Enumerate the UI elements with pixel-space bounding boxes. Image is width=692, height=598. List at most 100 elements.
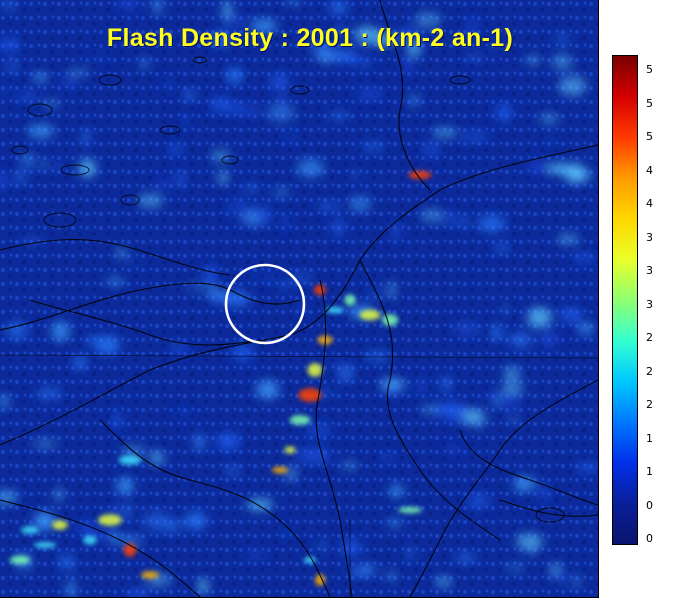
density-blob (468, 16, 478, 36)
density-hotspot (140, 571, 160, 579)
density-blob (183, 89, 196, 101)
density-hotspot (408, 170, 432, 180)
density-hotspot (271, 466, 289, 474)
density-blob (315, 541, 329, 552)
density-blob (461, 131, 489, 142)
density-blob (368, 290, 381, 300)
coastlines (0, 0, 598, 597)
density-blob (546, 163, 573, 174)
density-blob (167, 145, 185, 155)
density-blob (281, 528, 291, 539)
density-blob (21, 153, 34, 167)
density-blob (414, 376, 429, 395)
density-blob (495, 103, 513, 123)
density-blob (359, 563, 377, 575)
density-hotspot (289, 415, 311, 425)
density-blob (227, 104, 246, 114)
density-blob (116, 477, 134, 495)
density-hotspot (52, 520, 68, 530)
density-blob (210, 149, 231, 163)
density-blob (298, 447, 308, 456)
density-hotspot (303, 556, 317, 564)
colorbar-tick-label: 2 (646, 331, 653, 344)
map-title: Flash Density : 2001 : (km-2 an-1) (106, 24, 514, 52)
density-blob (264, 273, 274, 282)
density-blob (382, 452, 392, 463)
density-blob (438, 216, 457, 225)
density-blob (501, 384, 524, 394)
density-blob (39, 160, 48, 170)
density-blob (445, 442, 462, 456)
density-blob (379, 379, 406, 389)
density-blob (552, 567, 570, 586)
density-blob (540, 331, 558, 347)
colorbar-tick-label: 3 (646, 230, 653, 244)
density-blob (389, 483, 404, 499)
density-hotspot (284, 446, 296, 454)
density-blob (0, 37, 20, 52)
density-blob (246, 498, 274, 511)
density-blob (281, 212, 291, 231)
lake-outlines (11, 56, 565, 523)
density-blob (163, 78, 174, 91)
density-hotspot (325, 306, 345, 314)
density-blob (466, 54, 483, 61)
density-blob (342, 462, 358, 469)
density-blob (43, 100, 60, 108)
density-blob (361, 141, 385, 152)
density-blob (492, 325, 502, 341)
density-blob (152, 0, 163, 15)
density-blob (305, 421, 332, 440)
colorbar (612, 55, 638, 545)
density-hotspot (314, 574, 326, 586)
density-blob (492, 43, 502, 52)
density-blob (5, 320, 29, 340)
density-blob (203, 264, 218, 285)
density-blob (452, 217, 473, 227)
density-blob (435, 577, 452, 587)
density-blob (386, 519, 404, 527)
density-blob (32, 72, 48, 82)
density-blob (327, 112, 351, 120)
density-blob (81, 128, 91, 147)
density-blob (176, 170, 185, 189)
density-blob (117, 504, 133, 520)
density-hotspot (307, 363, 323, 377)
density-blob (254, 205, 271, 225)
density-blob (539, 482, 550, 502)
density-blob (441, 375, 451, 392)
density-blob (478, 215, 506, 233)
density-blob (137, 193, 163, 209)
density-hotspot (344, 294, 356, 306)
density-blob (0, 86, 10, 94)
density-blob (395, 26, 419, 44)
density-blob (27, 124, 55, 139)
density-blob (336, 24, 345, 35)
density-blob (113, 410, 123, 431)
density-blob (256, 380, 280, 399)
density-blobs (0, 0, 598, 597)
density-hotspots (9, 170, 432, 586)
density-heatmap (0, 0, 598, 597)
density-blob (575, 463, 598, 472)
density-blob (53, 161, 63, 172)
density-blob (505, 564, 525, 572)
density-blob (539, 114, 560, 124)
colorbar-tick-label: 0 (646, 532, 653, 545)
density-blob (572, 253, 596, 262)
density-blob (408, 40, 421, 57)
density-hotspot (98, 514, 122, 526)
density-blob (190, 435, 207, 445)
density-blob (0, 394, 9, 409)
density-blob (500, 305, 510, 314)
density-blob (328, 359, 338, 370)
density-blob (106, 508, 116, 517)
density-hotspot (298, 388, 322, 402)
density-hotspot (398, 506, 422, 514)
colorbar-tick-label: 1 (646, 465, 653, 478)
density-blob (204, 282, 219, 300)
density-blob (170, 346, 193, 355)
density-blob (503, 365, 521, 385)
density-blob (243, 551, 269, 559)
highlight-circle (224, 263, 306, 345)
